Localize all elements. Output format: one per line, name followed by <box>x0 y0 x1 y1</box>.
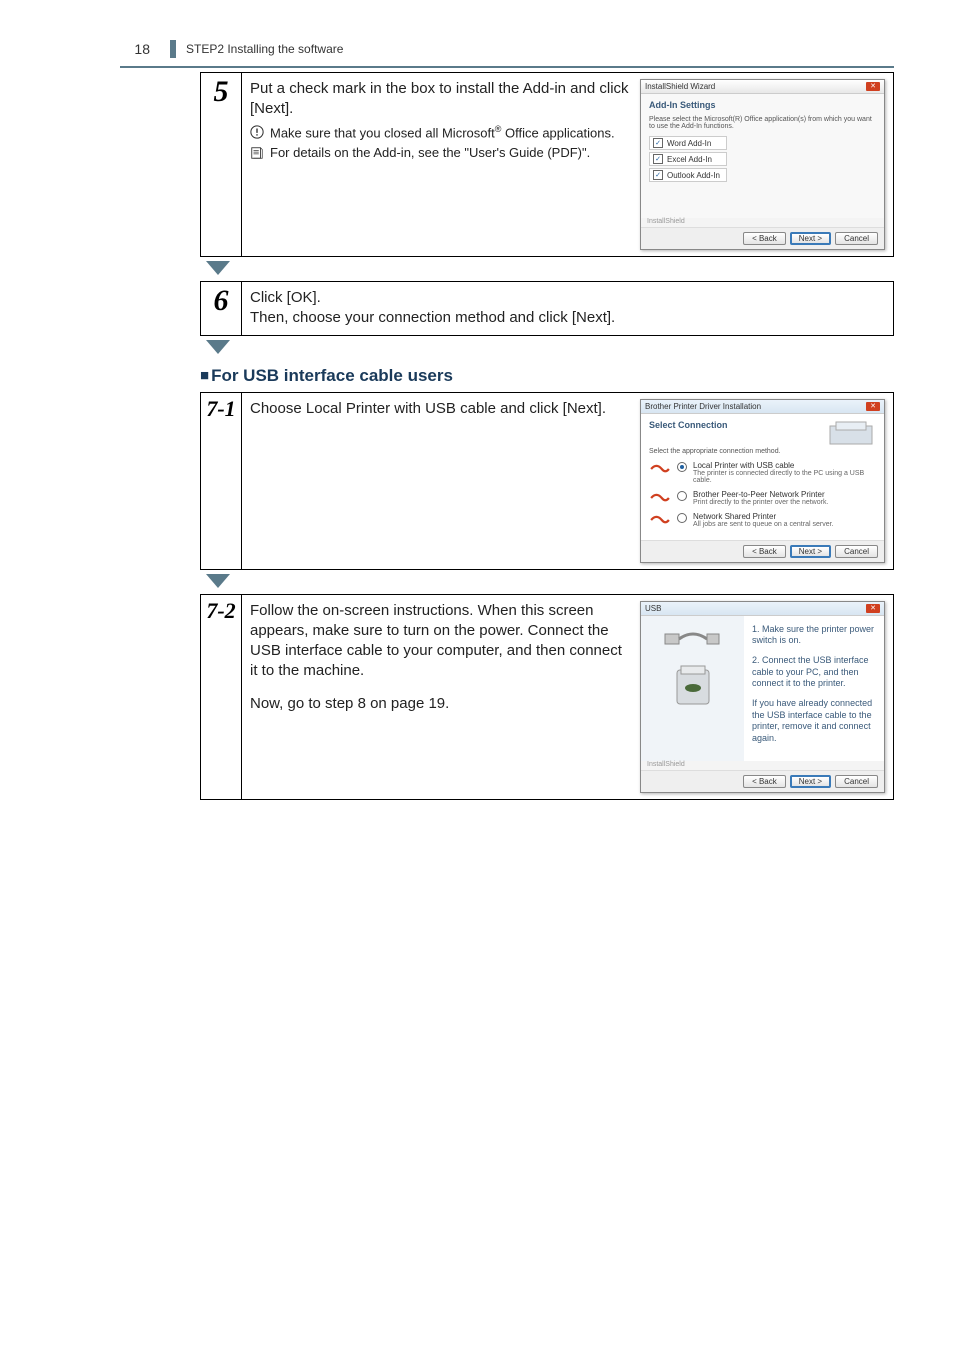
connection-sub: Select the appropriate connection method… <box>649 448 876 455</box>
step-5-note1: Make sure that you closed all Microsoft®… <box>270 123 615 142</box>
step-7-2-p1: Follow the on-screen instructions. When … <box>250 601 630 682</box>
step-7-2-p2: Now, go to step 8 on page 19. <box>250 694 630 714</box>
page-number: 18 <box>120 41 150 57</box>
step-7-2-box: 7-2 Follow the on-screen instructions. W… <box>200 594 894 800</box>
addin-sub: Please select the Microsoft(R) Office ap… <box>649 116 876 130</box>
step-6-line1: Click [OK]. <box>250 288 885 308</box>
step-7-1-box: 7-1 Choose Local Printer with USB cable … <box>200 392 894 570</box>
usb-step-1: 1. Make sure the printer power switch is… <box>752 624 876 647</box>
header-rule <box>120 66 894 68</box>
addin-dialog: InstallShield Wizard ✕ Add-In Settings P… <box>640 79 885 250</box>
usb-cable-icon <box>663 624 723 654</box>
cancel-button[interactable]: Cancel <box>835 545 878 558</box>
step-7-2-number: 7-2 <box>206 599 235 623</box>
cancel-button[interactable]: Cancel <box>835 232 878 245</box>
connection-dialog-title: Brother Printer Driver Installation <box>645 402 761 411</box>
usb-dialog: USB ✕ <box>640 601 885 793</box>
usb-dialog-title: USB <box>645 604 661 613</box>
opt-shared[interactable]: Network Shared Printer All jobs are sent… <box>649 512 876 528</box>
radio-shared[interactable] <box>677 513 687 523</box>
cancel-button[interactable]: Cancel <box>835 775 878 788</box>
step-6-line2: Then, choose your connection method and … <box>250 308 885 328</box>
addin-dialog-title: InstallShield Wizard <box>645 82 715 91</box>
addin-heading: Add-In Settings <box>649 100 876 110</box>
step-6-box: 6 Click [OK]. Then, choose your connecti… <box>200 281 894 336</box>
check-outlook[interactable]: ✓Outlook Add-In <box>649 168 727 182</box>
arrow-down-icon <box>206 574 894 590</box>
close-icon[interactable]: ✕ <box>866 604 880 613</box>
arrow-down-icon <box>206 261 894 277</box>
close-icon[interactable]: ✕ <box>866 402 880 411</box>
opt-local-usb[interactable]: Local Printer with USB cable The printer… <box>649 461 876 484</box>
network-icon <box>649 490 671 506</box>
step-6-number: 6 <box>214 286 229 316</box>
step-5-note2: For details on the Add-in, see the "User… <box>270 144 590 162</box>
page-title: STEP2 Installing the software <box>186 42 343 56</box>
caution-icon <box>250 125 264 139</box>
usb-icon <box>649 461 671 477</box>
usb-step-2: 2. Connect the USB interface cable to yo… <box>752 655 876 690</box>
radio-p2p[interactable] <box>677 491 687 501</box>
close-icon[interactable]: ✕ <box>866 82 880 91</box>
arrow-down-icon <box>206 340 894 356</box>
step-5-box: 5 Put a check mark in the box to install… <box>200 72 894 257</box>
next-button[interactable]: Next > <box>790 545 831 558</box>
connection-dialog: Brother Printer Driver Installation ✕ Se… <box>640 399 885 563</box>
header-bar <box>170 40 176 58</box>
back-button[interactable]: < Back <box>743 545 786 558</box>
back-button[interactable]: < Back <box>743 775 786 788</box>
step-5-num-cell: 5 <box>201 73 242 256</box>
opt-p2p[interactable]: Brother Peer-to-Peer Network Printer Pri… <box>649 490 876 506</box>
step-5-number: 5 <box>214 77 229 107</box>
usb-section-heading: ■For USB interface cable users <box>200 366 894 386</box>
check-excel[interactable]: ✓Excel Add-In <box>649 152 727 166</box>
step-7-1-text: Choose Local Printer with USB cable and … <box>250 399 630 419</box>
step-7-1-number: 7-1 <box>206 397 235 421</box>
shared-icon <box>649 512 671 528</box>
next-button[interactable]: Next > <box>790 775 831 788</box>
connection-heading: Select Connection <box>649 420 728 430</box>
usb-step-3: If you have already connected the USB in… <box>752 698 876 745</box>
printer-icon <box>673 664 713 708</box>
radio-usb[interactable] <box>677 462 687 472</box>
next-button[interactable]: Next > <box>790 232 831 245</box>
printer-icon <box>826 420 876 448</box>
step-5-text: Put a check mark in the box to install t… <box>250 79 630 120</box>
check-word[interactable]: ✓Word Add-In <box>649 136 727 150</box>
back-button[interactable]: < Back <box>743 232 786 245</box>
note-icon <box>250 146 264 160</box>
